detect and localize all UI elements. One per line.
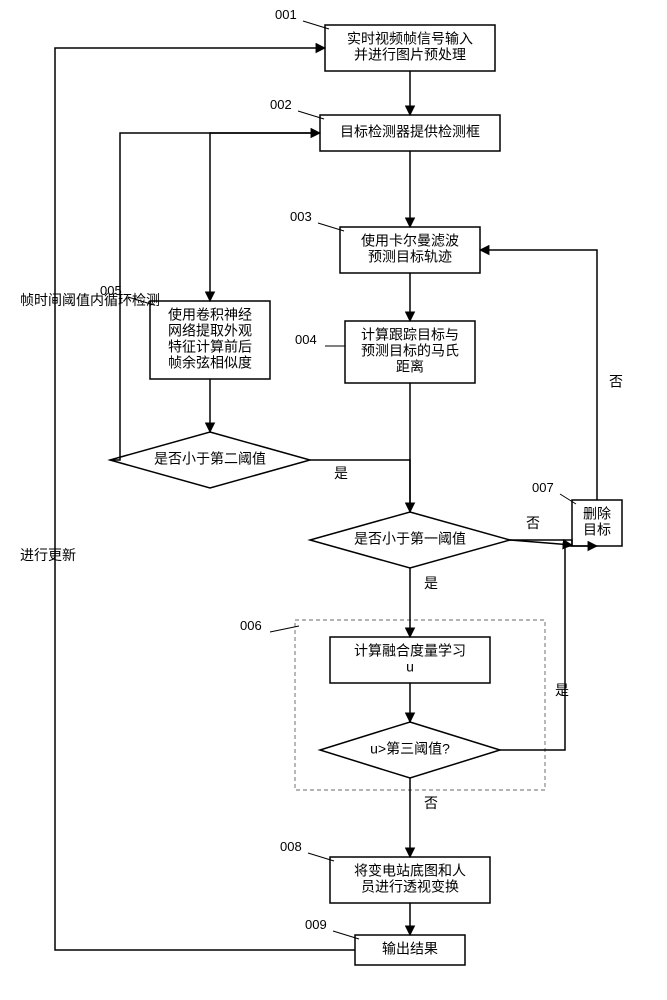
node-label: 员进行透视变换 xyxy=(361,879,459,895)
node-tag: 002 xyxy=(270,97,292,112)
tag-leader xyxy=(560,494,576,504)
node-label: u xyxy=(406,659,414,675)
node-label: 目标检测器提供检测框 xyxy=(340,124,480,140)
edge-label: 进行更新 xyxy=(20,547,76,563)
flow-edge xyxy=(55,48,355,950)
node-tag: 003 xyxy=(290,209,312,224)
edge-label: 否 xyxy=(526,515,540,531)
node-label: 删除 xyxy=(583,506,611,522)
node-label: 是否小于第一阈值 xyxy=(354,531,466,547)
node-label: 特征计算前后 xyxy=(168,339,252,355)
node-label: 网络提取外观 xyxy=(168,323,252,339)
edge-label: 否 xyxy=(609,374,623,390)
node-tag: 006 xyxy=(240,618,262,633)
edge-label: 帧时间阈值内循环检测 xyxy=(20,292,160,308)
node-label: u>第三阈值? xyxy=(370,741,450,757)
flow-edge xyxy=(480,250,597,500)
node-tag: 007 xyxy=(532,480,554,495)
node-label: 帧余弦相似度 xyxy=(168,355,252,371)
node-label: 计算跟踪目标与 xyxy=(361,327,459,343)
node-label: 预测目标的马氏 xyxy=(361,343,459,359)
edge-label: 是 xyxy=(424,575,438,591)
edge-label: 是 xyxy=(334,465,348,481)
node-label: 使用卡尔曼滤波 xyxy=(361,233,459,249)
node-label: 预测目标轨迹 xyxy=(368,249,452,265)
node-tag: 009 xyxy=(305,917,327,932)
edge-label: 否 xyxy=(424,795,438,811)
node-tag: 008 xyxy=(280,839,302,854)
node-label: 输出结果 xyxy=(382,941,438,957)
node-label: 将变电站底图和人 xyxy=(354,863,466,879)
flow-edge xyxy=(500,546,597,750)
node-label: 并进行图片预处理 xyxy=(354,47,466,63)
node-label: 距离 xyxy=(396,359,424,375)
flow-edge xyxy=(310,460,410,512)
node-label: 是否小于第二阈值 xyxy=(154,451,266,467)
node-label: 使用卷积神经 xyxy=(168,307,252,323)
node-tag: 004 xyxy=(295,332,317,347)
node-tag: 001 xyxy=(275,7,297,22)
node-label: 计算融合度量学习 xyxy=(354,643,466,659)
node-label: 实时视频帧信号输入 xyxy=(347,31,473,47)
node-label: 目标 xyxy=(583,522,611,538)
edge-label: 是 xyxy=(555,682,569,698)
